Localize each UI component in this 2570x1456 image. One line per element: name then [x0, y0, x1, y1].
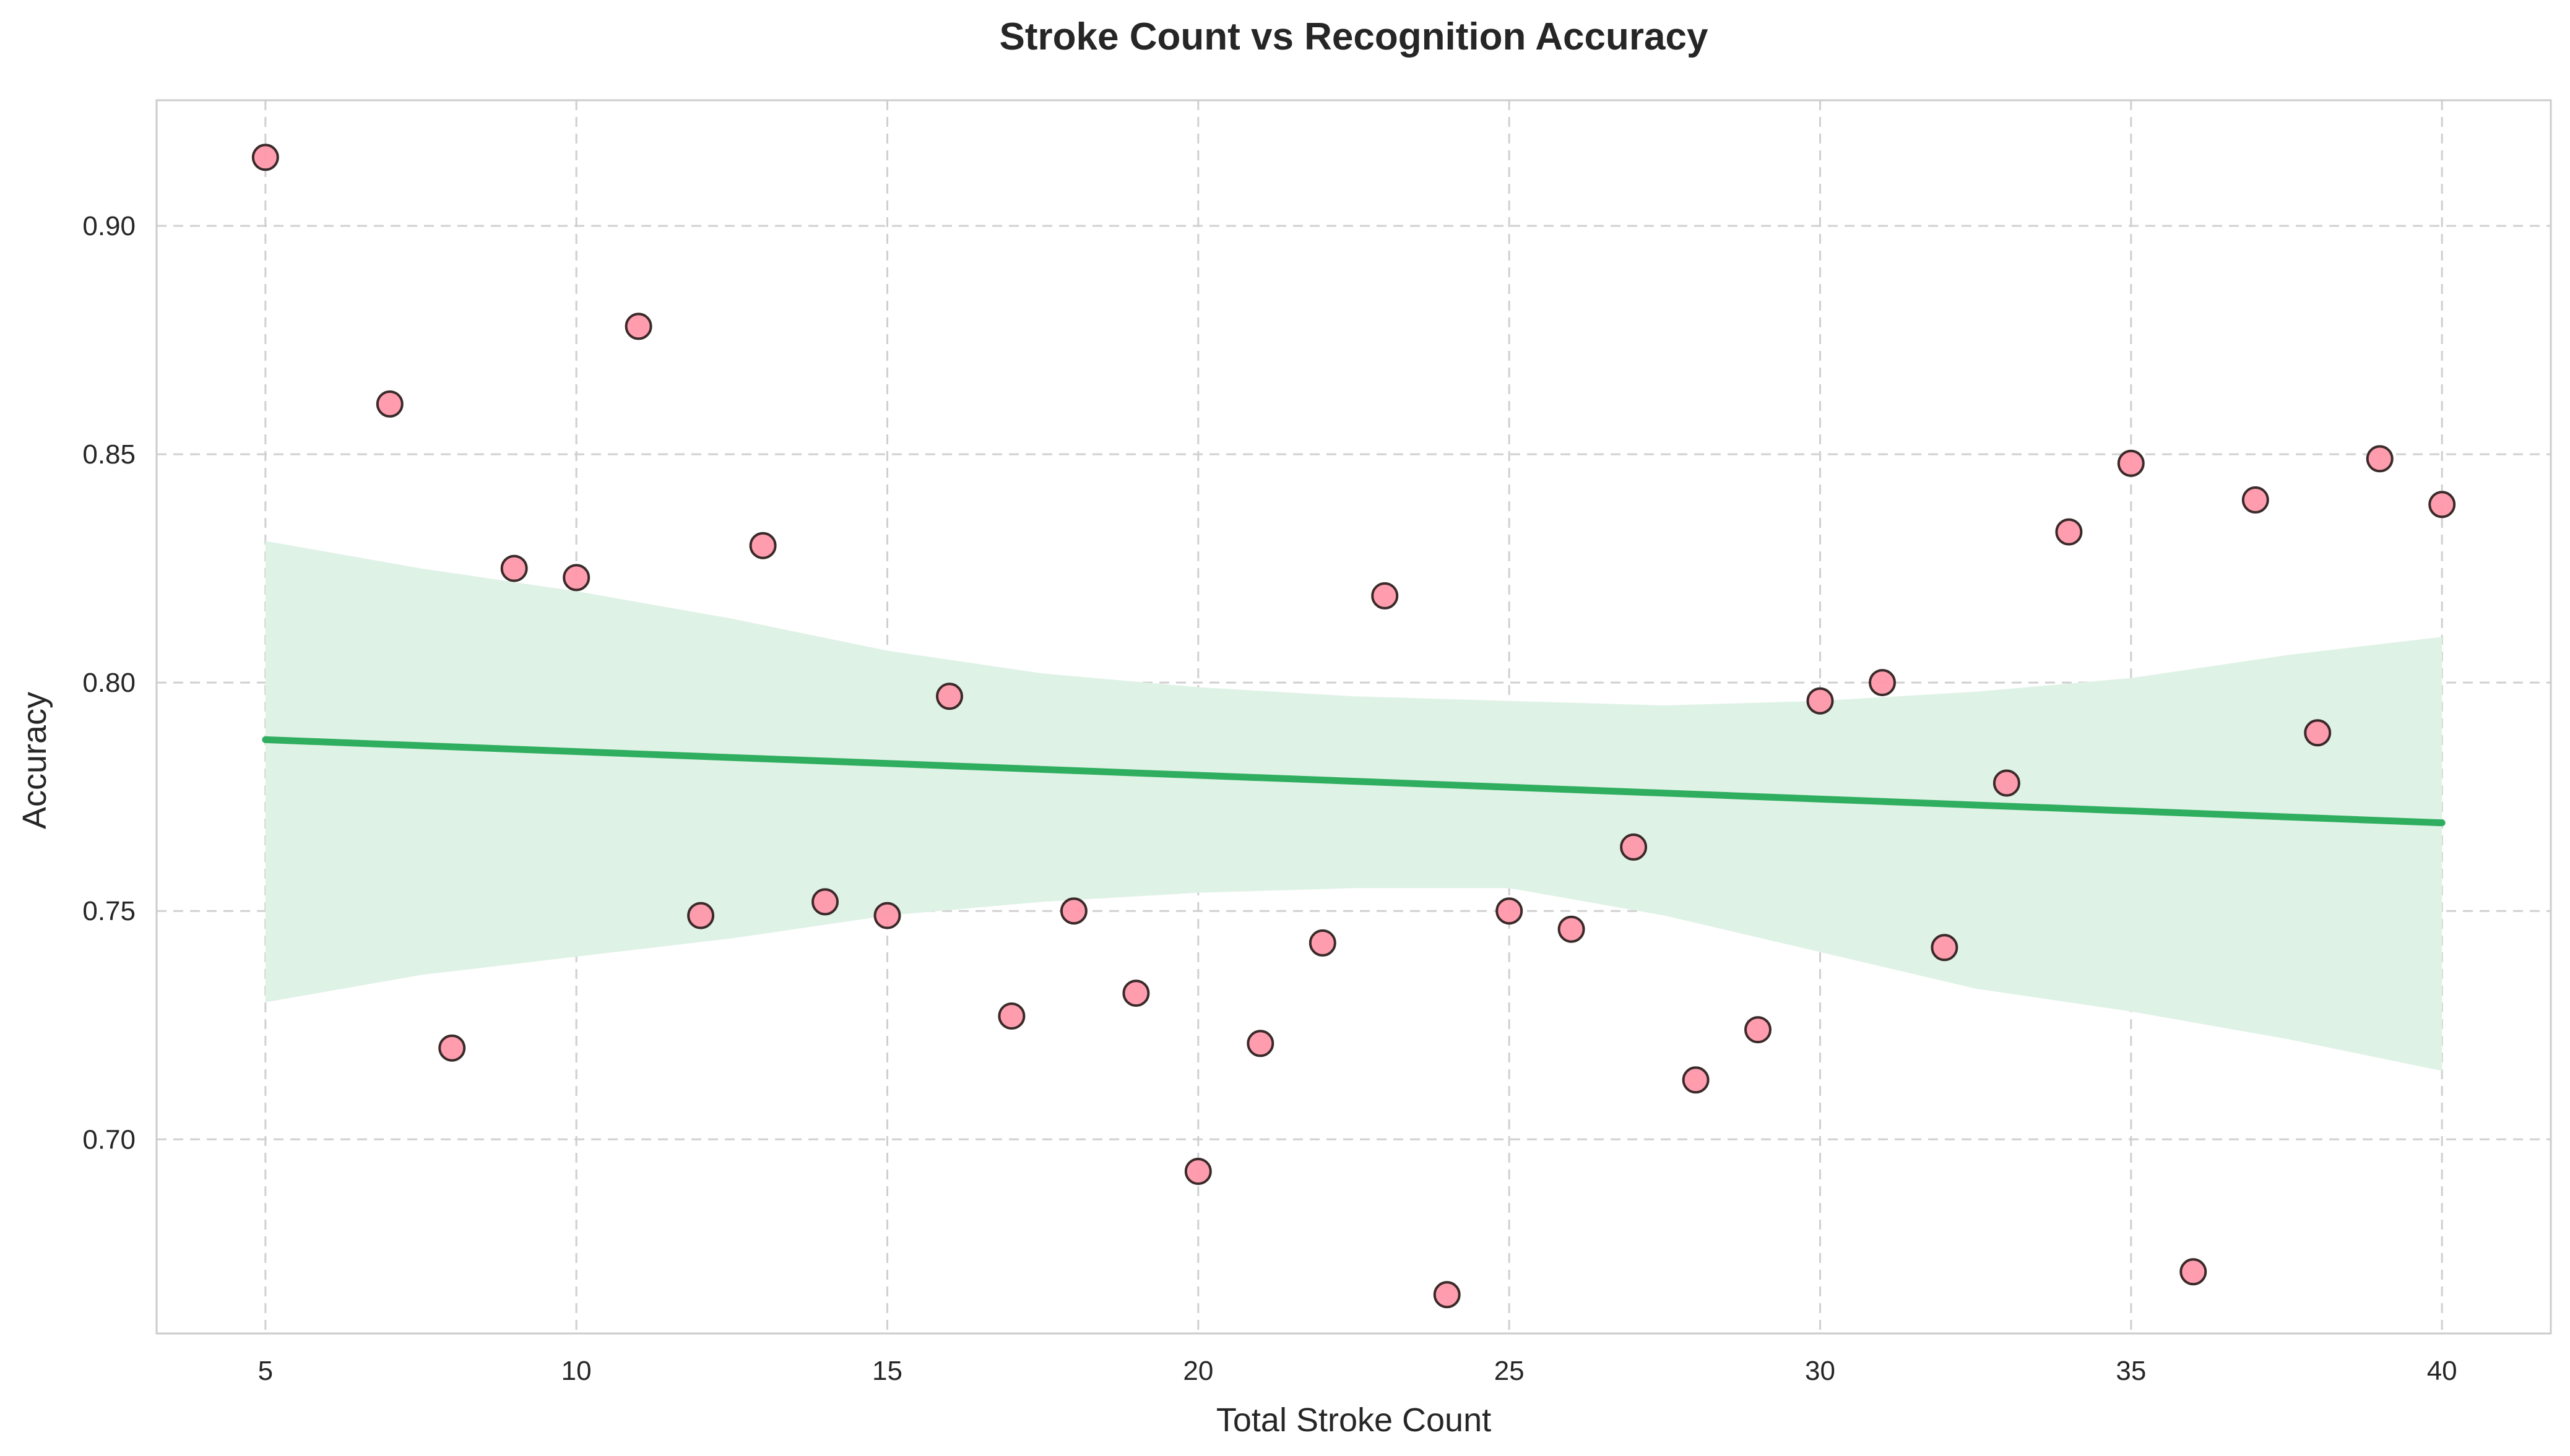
data-point [1931, 934, 1958, 962]
confidence-band-layer [265, 541, 2442, 1071]
tick-labels: 5 10 15 20 25 30 35 40 0.70 0.75 0.80 0.85 0.90 [82, 211, 2457, 1386]
y-tick-label: 0.90 [82, 211, 136, 241]
data-point [811, 888, 839, 916]
plot-frame [155, 99, 2552, 1335]
data-point [2117, 449, 2145, 477]
y-tick-label: 0.70 [82, 1124, 136, 1155]
x-axis-label: Total Stroke Count [1216, 1402, 1491, 1439]
data-point [936, 683, 963, 710]
x-tick-label: 10 [561, 1356, 592, 1386]
data-point [1122, 980, 1150, 1007]
data-point [1495, 897, 1523, 925]
x-tick-label: 25 [1494, 1356, 1525, 1386]
data-point [1371, 582, 1399, 610]
data-point [2304, 719, 2332, 747]
data-point [1557, 915, 1585, 943]
data-point [1806, 687, 1834, 715]
regression-line [262, 736, 2446, 827]
y-tick-label: 0.80 [82, 668, 136, 698]
data-point [2241, 486, 2269, 514]
data-point [1620, 833, 1648, 861]
data-point [2428, 491, 2456, 519]
y-tick-label: 0.85 [82, 439, 136, 470]
data-point [873, 902, 901, 929]
data-point [1992, 769, 2020, 797]
data-point [998, 1002, 1026, 1030]
data-point [1247, 1030, 1274, 1058]
x-tick-label: 20 [1183, 1356, 1213, 1386]
trend-line-layer [262, 736, 2446, 827]
data-point [438, 1034, 466, 1062]
data-points [251, 144, 2456, 1309]
data-point [1433, 1281, 1461, 1309]
data-point [2055, 518, 2083, 546]
data-point [2366, 445, 2394, 473]
confidence-band [265, 541, 2442, 1071]
data-point [500, 554, 528, 582]
data-point [625, 312, 652, 340]
data-point [749, 532, 777, 559]
data-point [1682, 1066, 1710, 1094]
x-tick-label: 30 [1805, 1356, 1835, 1386]
x-tick-label: 5 [258, 1356, 273, 1386]
data-point [251, 144, 279, 171]
x-tick-label: 40 [2427, 1356, 2457, 1386]
y-tick-label: 0.75 [82, 896, 136, 926]
y-axis-label: Accuracy [16, 692, 53, 829]
data-point [376, 390, 404, 418]
x-tick-label: 35 [2116, 1356, 2146, 1386]
x-tick-label: 15 [872, 1356, 902, 1386]
data-point [2179, 1258, 2207, 1286]
data-point [1869, 669, 1896, 697]
chart-title: Stroke Count vs Recognition Accuracy [1000, 15, 1708, 58]
data-point [1309, 929, 1336, 957]
data-point [1744, 1016, 1772, 1044]
data-point [1060, 897, 1088, 925]
data-point [563, 564, 591, 592]
data-point [687, 902, 715, 929]
data-point [1184, 1158, 1212, 1185]
